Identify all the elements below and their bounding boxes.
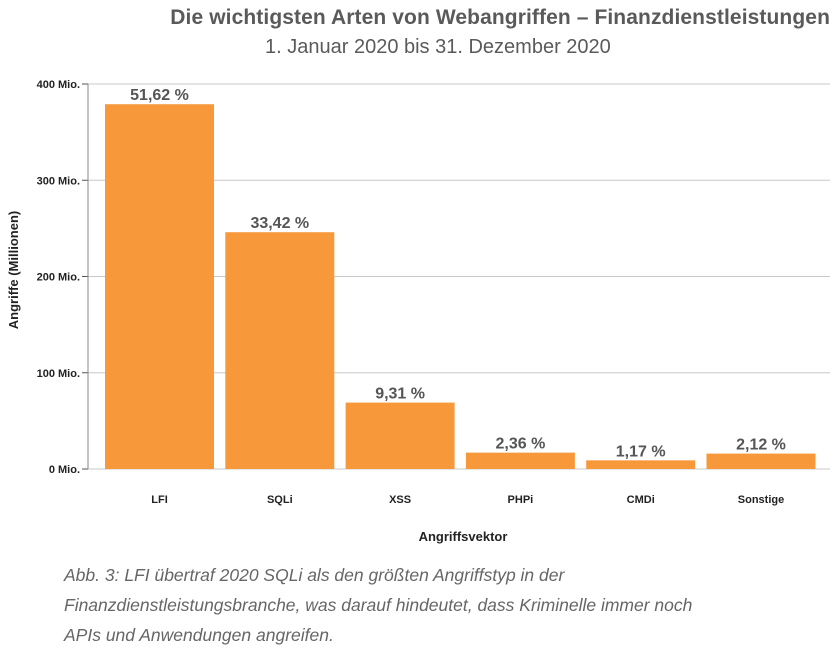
data-label: 33,42 % [250,215,309,232]
bar-lfi [105,104,214,470]
bar-chart: 0 Mio. 100 Mio. 200 Mio. 300 Mio. 400 Mio. 5… [6,79,830,544]
caption-line: Abb. 3: LFI übertraf 2020 SQLi als den g… [64,565,565,585]
y-tick-label: 200 Mio. [37,272,80,284]
y-tick-label: 0 Mio. [49,464,80,476]
x-tick-label: CMDi [627,494,655,506]
x-tick-label: SQLi [267,494,293,506]
x-tick-label: XSS [389,494,411,506]
bar-xss [345,402,455,469]
data-label: 9,31 % [375,386,425,403]
y-axis-ticks: 0 Mio. 100 Mio. 200 Mio. 300 Mio. 400 Mio. [37,79,89,476]
bar-sqli [225,232,335,469]
y-tick-label: 400 Mio. [37,79,80,91]
y-axis-title: Angriffe (Millionen) [6,211,21,329]
data-label: 51,62 % [130,87,189,104]
data-label: 2,36 % [495,436,545,453]
x-axis-title: Angriffsvektor [419,529,508,544]
chart-title: Die wichtigsten Arten von Webangriffen –… [170,6,830,29]
caption-line: APIs und Anwendungen angreifen. [64,625,334,645]
caption-line: Finanzdienstleistungsbranche, was darauf… [64,595,693,615]
bars [105,104,816,470]
figure-caption: Abb. 3: LFI übertraf 2020 SQLi als den g… [64,560,834,650]
bar-phpi [465,452,575,469]
bar-sonstige [706,453,816,469]
x-tick-label: Sonstige [738,494,784,506]
x-tick-label: LFI [151,494,168,506]
data-label: 1,17 % [616,443,666,460]
chart-subtitle: 1. Januar 2020 bis 31. Dezember 2020 [265,36,611,58]
data-labels: 51,62 % 33,42 % 9,31 % 2,36 % 1,17 % 2,12 % [130,87,786,460]
bar-cmdi [586,460,696,469]
y-tick-label: 100 Mio. [37,368,80,380]
data-label: 2,12 % [736,437,786,454]
x-tick-label: PHPi [508,494,534,506]
y-tick-label: 300 Mio. [37,175,80,187]
x-axis-ticks: LFI SQLi XSS PHPi CMDi Sonstige [151,494,784,506]
